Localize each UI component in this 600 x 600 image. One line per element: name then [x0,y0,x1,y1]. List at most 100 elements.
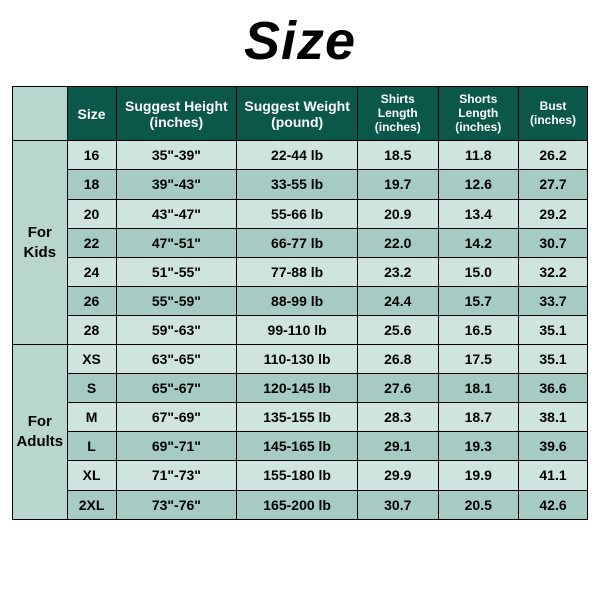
cell-short: 15.7 [438,286,519,315]
cell-shirt: 25.6 [358,315,439,344]
cell-size: S [67,374,116,403]
col-header-2: Suggest Height(inches) [116,87,237,141]
cell-shirt: 26.8 [358,345,439,374]
cell-weight: 155-180 lb [237,461,358,490]
table-row: XL71"-73"155-180 lb29.919.941.1 [13,461,588,490]
cell-short: 13.4 [438,199,519,228]
cell-height: 73"-76" [116,490,237,519]
table-row: 2XL73"-76"165-200 lb30.720.542.6 [13,490,588,519]
col-header-5: Shorts Length(inches) [438,87,519,141]
cell-height: 71"-73" [116,461,237,490]
cell-short: 20.5 [438,490,519,519]
cell-bust: 30.7 [519,228,588,257]
col-header-1: Size [67,87,116,141]
cell-shirt: 29.1 [358,432,439,461]
cell-shirt: 29.9 [358,461,439,490]
table-header-row: SizeSuggest Height(inches)Suggest Weight… [13,87,588,141]
cell-height: 55"-59" [116,286,237,315]
cell-bust: 41.1 [519,461,588,490]
cell-height: 67"-69" [116,403,237,432]
col-header-0 [13,87,68,141]
col-header-4: Shirts Length(inches) [358,87,439,141]
cell-size: 18 [67,170,116,199]
cell-weight: 145-165 lb [237,432,358,461]
cell-size: 16 [67,141,116,170]
cell-height: 51"-55" [116,257,237,286]
cell-bust: 38.1 [519,403,588,432]
cell-size: XL [67,461,116,490]
cell-size: 2XL [67,490,116,519]
cell-weight: 33-55 lb [237,170,358,199]
cell-bust: 26.2 [519,141,588,170]
cell-weight: 99-110 lb [237,315,358,344]
cell-short: 18.7 [438,403,519,432]
cell-weight: 77-88 lb [237,257,358,286]
cell-bust: 32.2 [519,257,588,286]
cell-shirt: 18.5 [358,141,439,170]
cell-weight: 55-66 lb [237,199,358,228]
cell-shirt: 22.0 [358,228,439,257]
group-label: ForAdults [13,345,68,520]
cell-size: 24 [67,257,116,286]
col-header-6: Bust(inches) [519,87,588,141]
table-row: 2451"-55"77-88 lb23.215.032.2 [13,257,588,286]
cell-short: 16.5 [438,315,519,344]
table-row: 1839"-43"33-55 lb19.712.627.7 [13,170,588,199]
cell-short: 18.1 [438,374,519,403]
cell-weight: 165-200 lb [237,490,358,519]
cell-bust: 35.1 [519,345,588,374]
cell-weight: 135-155 lb [237,403,358,432]
cell-short: 15.0 [438,257,519,286]
cell-bust: 27.7 [519,170,588,199]
page-title: Size [12,10,588,72]
cell-height: 43"-47" [116,199,237,228]
cell-shirt: 23.2 [358,257,439,286]
cell-shirt: 24.4 [358,286,439,315]
col-header-3: Suggest Weight(pound) [237,87,358,141]
table-row: ForKids1635"-39"22-44 lb18.511.826.2 [13,141,588,170]
table-row: 2043"-47"55-66 lb20.913.429.2 [13,199,588,228]
cell-short: 11.8 [438,141,519,170]
cell-size: 22 [67,228,116,257]
cell-short: 19.3 [438,432,519,461]
table-row: L69"-71"145-165 lb29.119.339.6 [13,432,588,461]
table-row: 2655"-59"88-99 lb24.415.733.7 [13,286,588,315]
cell-short: 17.5 [438,345,519,374]
table-row: 2859"-63"99-110 lb25.616.535.1 [13,315,588,344]
group-label: ForKids [13,141,68,345]
cell-size: XS [67,345,116,374]
cell-height: 65"-67" [116,374,237,403]
cell-size: L [67,432,116,461]
size-table: SizeSuggest Height(inches)Suggest Weight… [12,86,588,520]
cell-bust: 35.1 [519,315,588,344]
cell-shirt: 19.7 [358,170,439,199]
cell-size: M [67,403,116,432]
cell-weight: 110-130 lb [237,345,358,374]
cell-bust: 33.7 [519,286,588,315]
cell-bust: 36.6 [519,374,588,403]
cell-height: 69"-71" [116,432,237,461]
cell-weight: 88-99 lb [237,286,358,315]
cell-shirt: 28.3 [358,403,439,432]
cell-weight: 22-44 lb [237,141,358,170]
cell-height: 59"-63" [116,315,237,344]
cell-size: 20 [67,199,116,228]
cell-shirt: 30.7 [358,490,439,519]
cell-shirt: 27.6 [358,374,439,403]
cell-height: 47"-51" [116,228,237,257]
cell-bust: 39.6 [519,432,588,461]
cell-size: 28 [67,315,116,344]
cell-size: 26 [67,286,116,315]
cell-height: 63"-65" [116,345,237,374]
table-row: ForAdultsXS63"-65"110-130 lb26.817.535.1 [13,345,588,374]
cell-height: 39"-43" [116,170,237,199]
table-row: 2247"-51"66-77 lb22.014.230.7 [13,228,588,257]
cell-bust: 29.2 [519,199,588,228]
table-row: M67"-69"135-155 lb28.318.738.1 [13,403,588,432]
cell-bust: 42.6 [519,490,588,519]
cell-height: 35"-39" [116,141,237,170]
cell-short: 14.2 [438,228,519,257]
cell-weight: 66-77 lb [237,228,358,257]
cell-shirt: 20.9 [358,199,439,228]
cell-weight: 120-145 lb [237,374,358,403]
